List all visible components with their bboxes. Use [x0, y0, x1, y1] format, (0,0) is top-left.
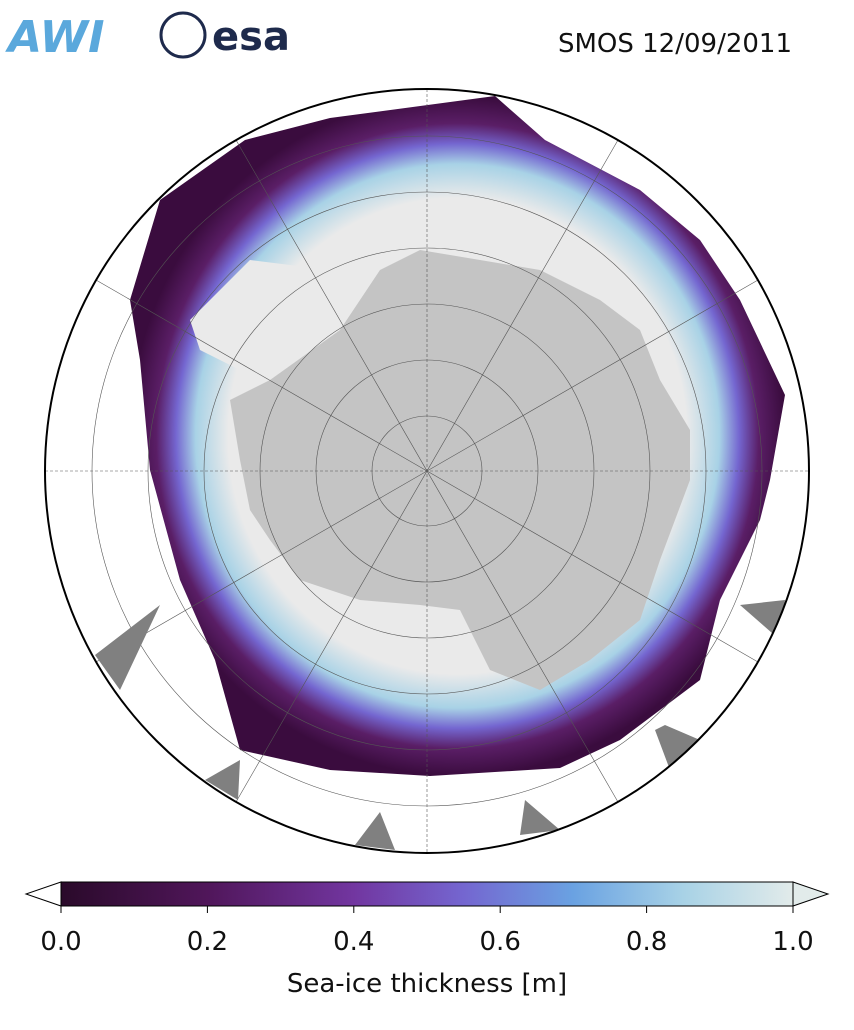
antarctica [230, 250, 690, 690]
colorbar-tick-label: 0.0 [40, 927, 81, 957]
map-title: SMOS 12/09/2011 [558, 29, 792, 59]
colorbar-tick-label: 0.8 [626, 927, 667, 957]
colorbar [24, 881, 830, 907]
logos: AWI esa [5, 11, 290, 63]
colorbar-tick-label: 1.0 [772, 927, 813, 957]
colorbar-tick-label: 0.2 [187, 927, 228, 957]
colorbar-extend-low [24, 881, 62, 907]
colorbar-gradient [60, 881, 794, 907]
colorbar-tick-label: 0.6 [480, 927, 521, 957]
colorbar-tick-label: 0.4 [333, 927, 374, 957]
map [45, 89, 809, 853]
colorbar-extend-high [792, 881, 830, 907]
esa-logo: esa [212, 14, 290, 60]
graticule [45, 89, 809, 853]
esa-symbol [159, 11, 207, 59]
awi-logo: AWI [5, 12, 105, 63]
colorbar-label: Sea-ice thickness [m] [287, 969, 567, 999]
map-border [44, 88, 810, 854]
